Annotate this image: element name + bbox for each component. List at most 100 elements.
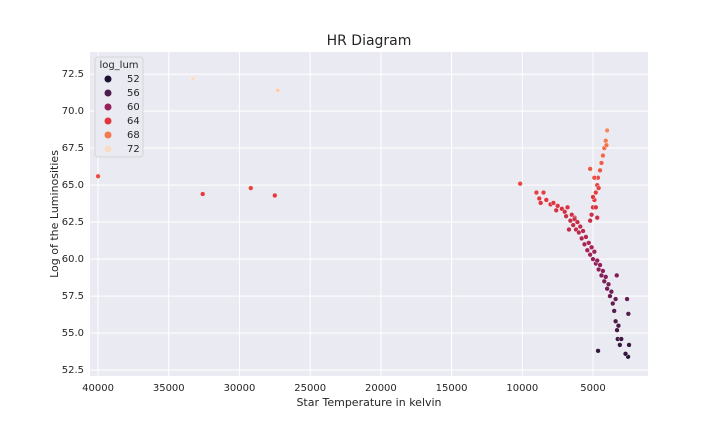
point: [614, 327, 620, 333]
point: [550, 200, 556, 206]
point: [536, 195, 542, 202]
y-tick-label: 72.5: [62, 69, 84, 80]
x-tick-label: 20000: [365, 383, 397, 394]
point: [588, 244, 595, 250]
point: [590, 194, 596, 200]
legend-swatch: [104, 89, 112, 97]
x-tick-label: 40000: [82, 383, 114, 394]
point: [272, 192, 278, 199]
point: [591, 249, 598, 255]
point: [610, 300, 616, 307]
legend-label: 52: [127, 74, 140, 85]
point: [597, 262, 603, 268]
point: [593, 204, 599, 210]
point: [275, 87, 281, 94]
point: [595, 348, 601, 354]
point: [587, 218, 593, 224]
point: [617, 342, 623, 348]
point: [533, 189, 540, 196]
x-tick-label: 5000: [580, 383, 605, 394]
legend-label: 60: [127, 102, 140, 113]
point: [538, 200, 544, 206]
point: [604, 127, 610, 134]
legend-label: 64: [127, 116, 140, 127]
x-tick-label: 15000: [436, 383, 468, 394]
point: [553, 207, 559, 213]
point: [540, 189, 547, 196]
point: [587, 166, 593, 172]
legend-label: 68: [127, 130, 140, 141]
x-tick-label: 35000: [153, 383, 185, 394]
x-tick-label: 25000: [294, 383, 326, 394]
point: [190, 76, 196, 82]
legend-swatch: [104, 145, 112, 153]
point: [597, 167, 603, 173]
point: [611, 308, 617, 314]
point: [555, 203, 561, 209]
point: [603, 274, 609, 280]
grid: [90, 52, 648, 376]
point: [583, 234, 589, 240]
point: [618, 336, 624, 342]
point: [603, 142, 610, 148]
x-tick-label: 10000: [506, 383, 538, 394]
point: [596, 185, 602, 191]
point: [601, 278, 607, 284]
legend-label: 72: [127, 144, 140, 155]
point: [200, 191, 206, 197]
point: [608, 289, 614, 295]
point: [605, 281, 612, 287]
legend-swatch: [104, 103, 112, 111]
legend-swatch: [104, 131, 112, 139]
legend-swatch: [104, 75, 112, 83]
legend-label: 56: [127, 88, 140, 99]
point: [587, 252, 593, 258]
point: [625, 311, 631, 317]
point: [622, 351, 629, 357]
plot-background: [90, 52, 648, 376]
point: [626, 342, 632, 348]
point: [570, 222, 576, 228]
point: [613, 296, 619, 302]
point: [615, 323, 622, 329]
point: [603, 138, 609, 144]
legend-title: log_lum: [99, 60, 138, 71]
point: [594, 258, 600, 264]
y-tick-label: 52.5: [62, 365, 84, 376]
point: [543, 197, 549, 203]
y-tick-label: 55.0: [62, 328, 84, 339]
y-tick-label: 57.5: [62, 291, 84, 302]
point: [613, 318, 619, 324]
point: [607, 293, 613, 299]
point: [594, 215, 600, 221]
legend: log_lum 52 56 60 64 68 72: [94, 56, 144, 158]
y-tick-label: 67.5: [62, 143, 84, 154]
x-axis-label: Star Temperature in kelvin: [296, 396, 441, 409]
point: [248, 185, 254, 191]
point: [580, 228, 586, 234]
point: [562, 209, 568, 215]
point: [586, 240, 592, 246]
point: [574, 219, 581, 225]
y-tick-label: 65.0: [62, 180, 84, 191]
y-tick-label: 70.0: [62, 106, 84, 117]
point: [564, 204, 571, 210]
point: [577, 223, 583, 230]
point: [604, 286, 610, 292]
point: [563, 213, 569, 219]
point: [593, 189, 599, 196]
y-axis-label: Log of the Luminosities: [48, 150, 61, 278]
point: [95, 173, 101, 179]
point: [584, 247, 590, 253]
point: [588, 212, 595, 218]
chart-title: HR Diagram: [327, 33, 412, 49]
y-tick-label: 60.0: [62, 254, 84, 265]
points: [95, 76, 632, 360]
y-tick-label: 62.5: [62, 217, 84, 228]
point: [600, 152, 606, 159]
point: [598, 160, 605, 166]
point: [591, 175, 598, 181]
point: [624, 296, 630, 302]
point: [614, 272, 620, 278]
